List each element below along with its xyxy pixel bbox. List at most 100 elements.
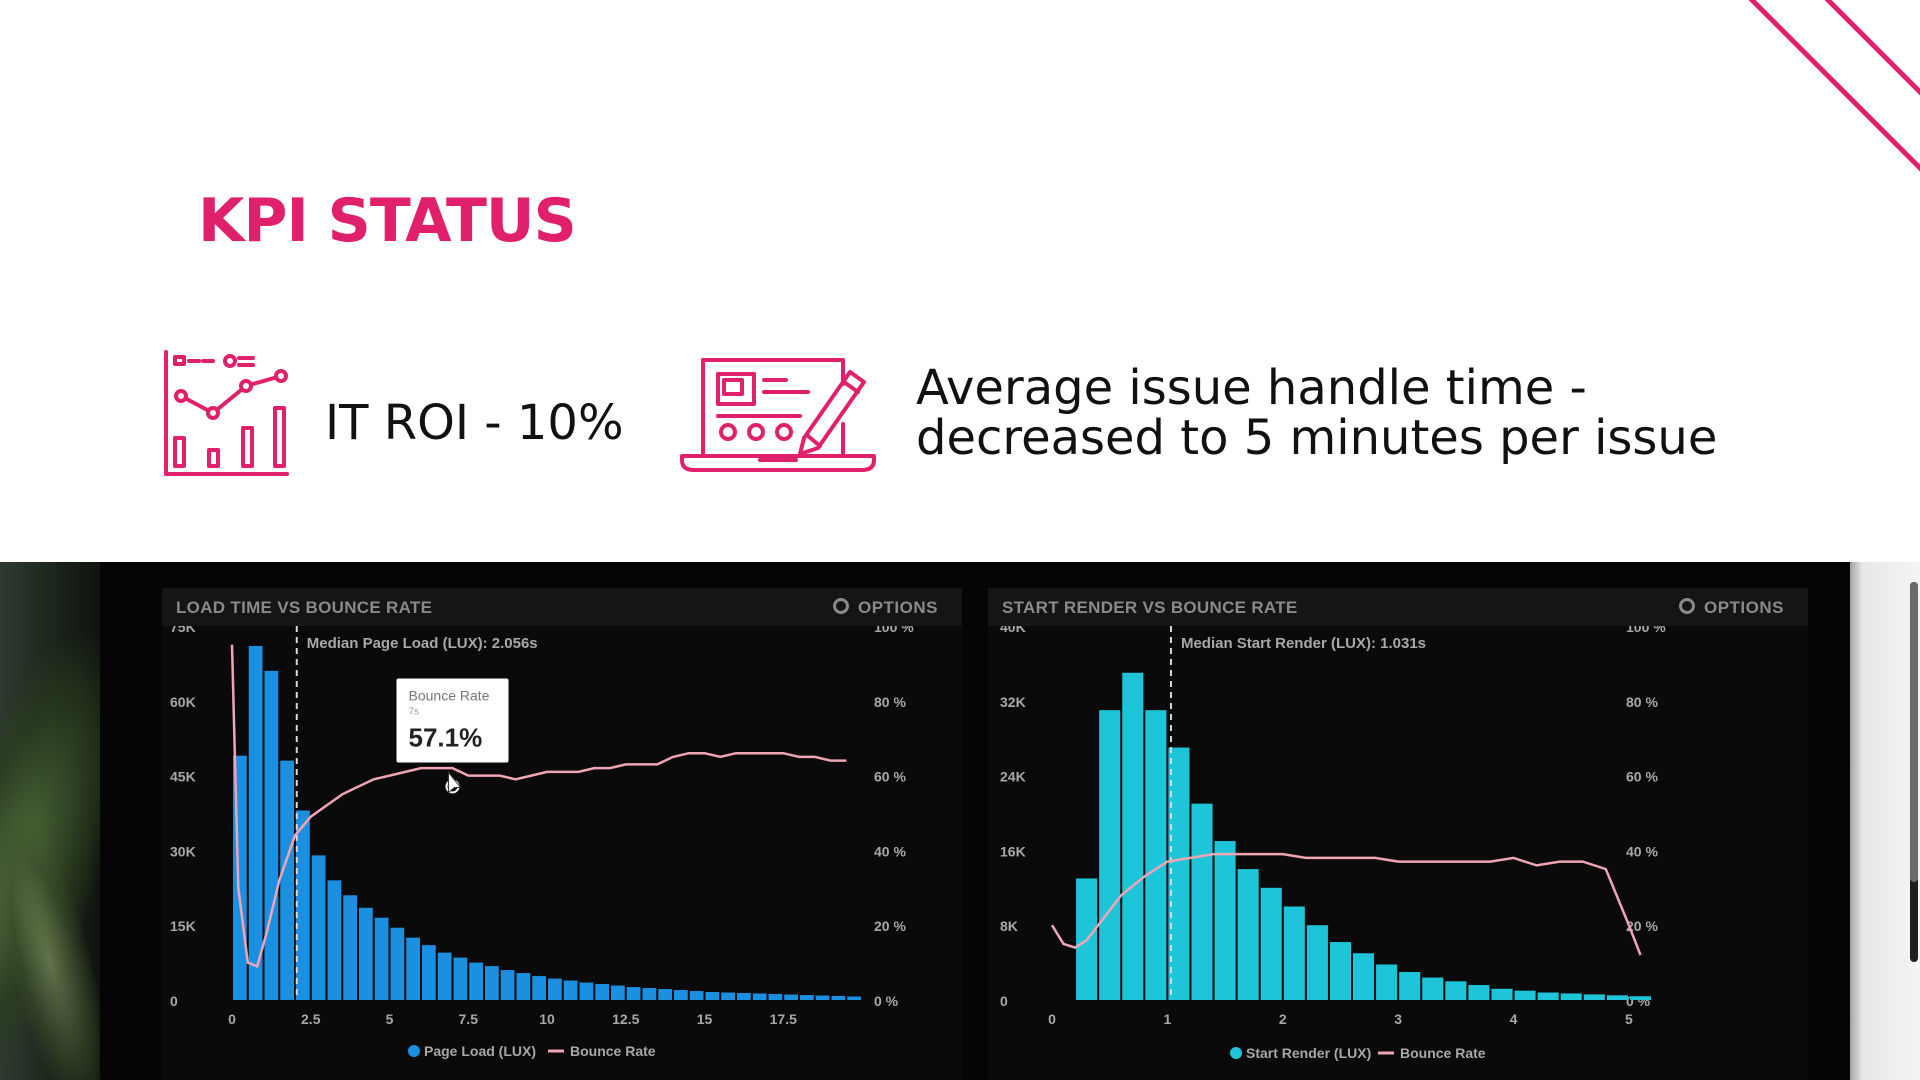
- histogram-bar: [264, 670, 279, 1000]
- histogram-bar: [1560, 993, 1582, 1000]
- y-axis-tick-label: 15K: [170, 918, 196, 934]
- histogram-bar: [1491, 988, 1513, 1000]
- histogram-bar: [721, 992, 735, 1000]
- page-title: KPI STATUS: [198, 186, 577, 256]
- y-axis-tick-label: 30K: [170, 843, 196, 859]
- histogram-bar: [1629, 996, 1651, 1000]
- x-axis-tick-label: 5: [386, 1011, 394, 1027]
- histogram-bar: [327, 880, 342, 1000]
- y-axis-tick-label: 8K: [1000, 918, 1018, 934]
- histogram-bar: [390, 927, 405, 1000]
- histogram-bar: [768, 994, 783, 1000]
- bounce-rate-tooltip: Bounce Rate 7s 57.1%: [396, 678, 509, 763]
- median-label: Median Page Load (LUX): 2.056s: [307, 635, 538, 652]
- histogram-bar: [422, 945, 436, 1000]
- y2-axis-tick-label: 60 %: [1626, 769, 1658, 785]
- panel-title: LOAD TIME VS BOUNCE RATE: [176, 598, 433, 617]
- panel-header: START RENDER VS BOUNCE RATE OPTIONS: [988, 588, 1808, 626]
- histogram-bar: [437, 952, 452, 1000]
- y-axis-tick-label: 75K: [170, 626, 196, 635]
- y2-axis-tick-label: 100 %: [874, 626, 914, 635]
- gear-icon: [832, 598, 849, 614]
- histogram-bar: [1537, 992, 1559, 1000]
- histogram-bar: [737, 993, 751, 1000]
- x-axis-tick-label: 7.5: [459, 1011, 479, 1027]
- legend-line-label: Bounce Rate: [1400, 1045, 1486, 1061]
- histogram-bar: [752, 993, 767, 1000]
- histogram-bar: [532, 976, 546, 1000]
- load-time-panel: LOAD TIME VS BOUNCE RATE OPTIONS 75K 60K 4…: [162, 588, 962, 1080]
- histogram-bar: [1214, 841, 1236, 1000]
- x-axis-tick-label: 5: [1625, 1011, 1633, 1027]
- panel-header: LOAD TIME VS BOUNCE RATE OPTIONS: [162, 588, 962, 626]
- y-axis-tick-label: 45K: [170, 769, 196, 785]
- gear-icon: [1678, 598, 1695, 614]
- histogram-bar: [1122, 672, 1144, 1000]
- y-axis-tick-label: 40K: [1000, 626, 1026, 635]
- histogram-bar: [296, 810, 310, 1000]
- histogram-bar: [800, 995, 814, 1000]
- laptop-dashboard-edit-icon: [680, 358, 876, 472]
- x-axis-tick-label: 0: [228, 1011, 236, 1027]
- histogram-bar: [674, 990, 688, 1000]
- histogram-bar: [815, 995, 830, 1000]
- histogram-bar: [453, 957, 468, 1000]
- options-button[interactable]: OPTIONS: [1678, 598, 1784, 618]
- legend-bar-swatch: [408, 1045, 420, 1057]
- y-axis-tick-label: 0: [1000, 993, 1008, 1009]
- y2-axis-tick-label: 100 %: [1626, 626, 1666, 635]
- histogram-bar: [1099, 710, 1121, 1000]
- x-axis-tick-label: 0: [1048, 1011, 1056, 1027]
- y2-axis-tick-label: 20 %: [874, 918, 906, 934]
- y2-axis-tick-label: 40 %: [1626, 843, 1658, 859]
- histogram-bar: [1422, 977, 1444, 1000]
- histogram-bar: [626, 987, 641, 1000]
- histogram-bar: [1306, 925, 1328, 1000]
- scrollbar-thumb: [1910, 582, 1918, 882]
- tooltip-subtitle: 7s: [409, 706, 420, 717]
- y-axis-tick-label: 0: [170, 993, 178, 1009]
- legend-bar-swatch: [1230, 1047, 1242, 1059]
- y2-axis-tick-label: 40 %: [874, 843, 906, 859]
- y2-axis-tick-label: 80 %: [874, 694, 906, 710]
- y2-axis-tick-label: 60 %: [874, 769, 906, 785]
- x-axis-tick-label: 3: [1394, 1011, 1402, 1027]
- y-axis-tick-label: 60K: [170, 694, 196, 710]
- y2-axis-tick-label: 0 %: [874, 993, 899, 1009]
- y2-axis-tick-label: 0 %: [1626, 993, 1651, 1009]
- histogram-bar: [516, 973, 531, 1000]
- median-label: Median Start Render (LUX): 1.031s: [1181, 635, 1426, 652]
- kpi-handle-time-line-1: Average issue handle time -: [916, 360, 1587, 416]
- histogram-bar: [469, 962, 483, 1000]
- histogram-bar: [1353, 953, 1375, 1000]
- x-axis-tick-label: 15: [697, 1011, 713, 1027]
- kpi-roi-text: IT ROI - 10%: [325, 395, 624, 451]
- histogram-bar: [579, 982, 594, 1000]
- options-button[interactable]: OPTIONS: [832, 598, 938, 618]
- histogram-bar: [1376, 964, 1398, 1000]
- x-axis-tick-label: 1: [1163, 1011, 1171, 1027]
- start-render-chart: 40K 32K 24K 16K 8K 0 100 % 80 % 60 % 40 % 20 % 0 % 0…: [1000, 626, 1666, 1061]
- histogram-bar: [311, 855, 326, 1000]
- histogram-bar: [831, 996, 846, 1000]
- histogram-bar: [847, 996, 861, 1000]
- histogram-bar: [642, 988, 657, 1000]
- histogram-bar: [548, 978, 562, 1000]
- histogram-bar: [1329, 942, 1351, 1000]
- legend-bar-label: Page Load (LUX): [424, 1043, 536, 1059]
- histogram-bar: [1168, 747, 1190, 1000]
- kpi-handle-time-text: Average issue handle time - decreased to…: [916, 363, 1717, 463]
- histogram-bar: [1237, 869, 1259, 1000]
- tooltip-box: [396, 678, 509, 763]
- kpi-handle-time-line-2: decreased to 5 minutes per issue: [916, 410, 1718, 466]
- dashboard-photo: LOAD TIME VS BOUNCE RATE OPTIONS 75K 60K 4…: [0, 562, 1920, 1080]
- histogram-bar: [1606, 995, 1628, 1000]
- panel-title: START RENDER VS BOUNCE RATE: [1002, 598, 1298, 617]
- x-axis-tick-label: 2: [1279, 1011, 1287, 1027]
- histogram-bar: [689, 991, 704, 1000]
- y-axis-tick-label: 24K: [1000, 769, 1026, 785]
- legend-bar-label: Start Render (LUX): [1246, 1045, 1371, 1061]
- cursor-pointer-icon: [448, 771, 462, 794]
- bounce-rate-line: [1050, 852, 1642, 956]
- options-label: OPTIONS: [857, 598, 938, 617]
